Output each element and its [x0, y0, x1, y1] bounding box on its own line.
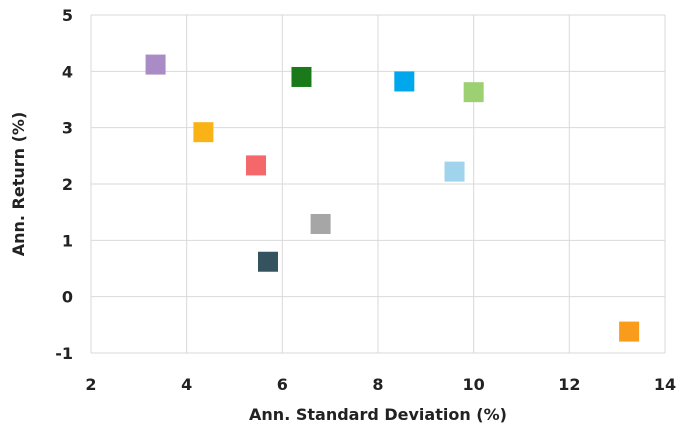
data-point — [257, 251, 278, 272]
data-point — [291, 66, 312, 87]
grid-lines — [90, 14, 666, 354]
data-points — [145, 54, 640, 342]
x-axis-title: Ann. Standard Deviation (%) — [249, 405, 507, 424]
data-point — [193, 122, 214, 143]
data-point — [394, 71, 415, 92]
y-tick-label: 0 — [62, 288, 73, 307]
data-point — [246, 155, 267, 176]
y-tick-label: -1 — [55, 344, 73, 363]
data-point — [619, 321, 640, 342]
y-tick-label: 1 — [62, 231, 73, 250]
data-point — [463, 82, 484, 103]
y-axis-title: Ann. Return (%) — [9, 112, 28, 257]
x-tick-label: 6 — [277, 375, 288, 394]
x-tick-label: 12 — [558, 375, 580, 394]
x-tick-label: 14 — [654, 375, 676, 394]
x-tick-label: 10 — [463, 375, 485, 394]
data-point — [444, 161, 465, 182]
x-tick-label: 8 — [372, 375, 383, 394]
data-point — [310, 213, 331, 234]
y-tick-label: 5 — [62, 6, 73, 25]
x-tick-label: 4 — [181, 375, 192, 394]
y-tick-label: 3 — [62, 119, 73, 138]
x-tick-label: 2 — [85, 375, 96, 394]
data-point — [145, 54, 166, 75]
y-tick-label: 4 — [62, 62, 73, 81]
y-tick-label: 2 — [62, 175, 73, 194]
